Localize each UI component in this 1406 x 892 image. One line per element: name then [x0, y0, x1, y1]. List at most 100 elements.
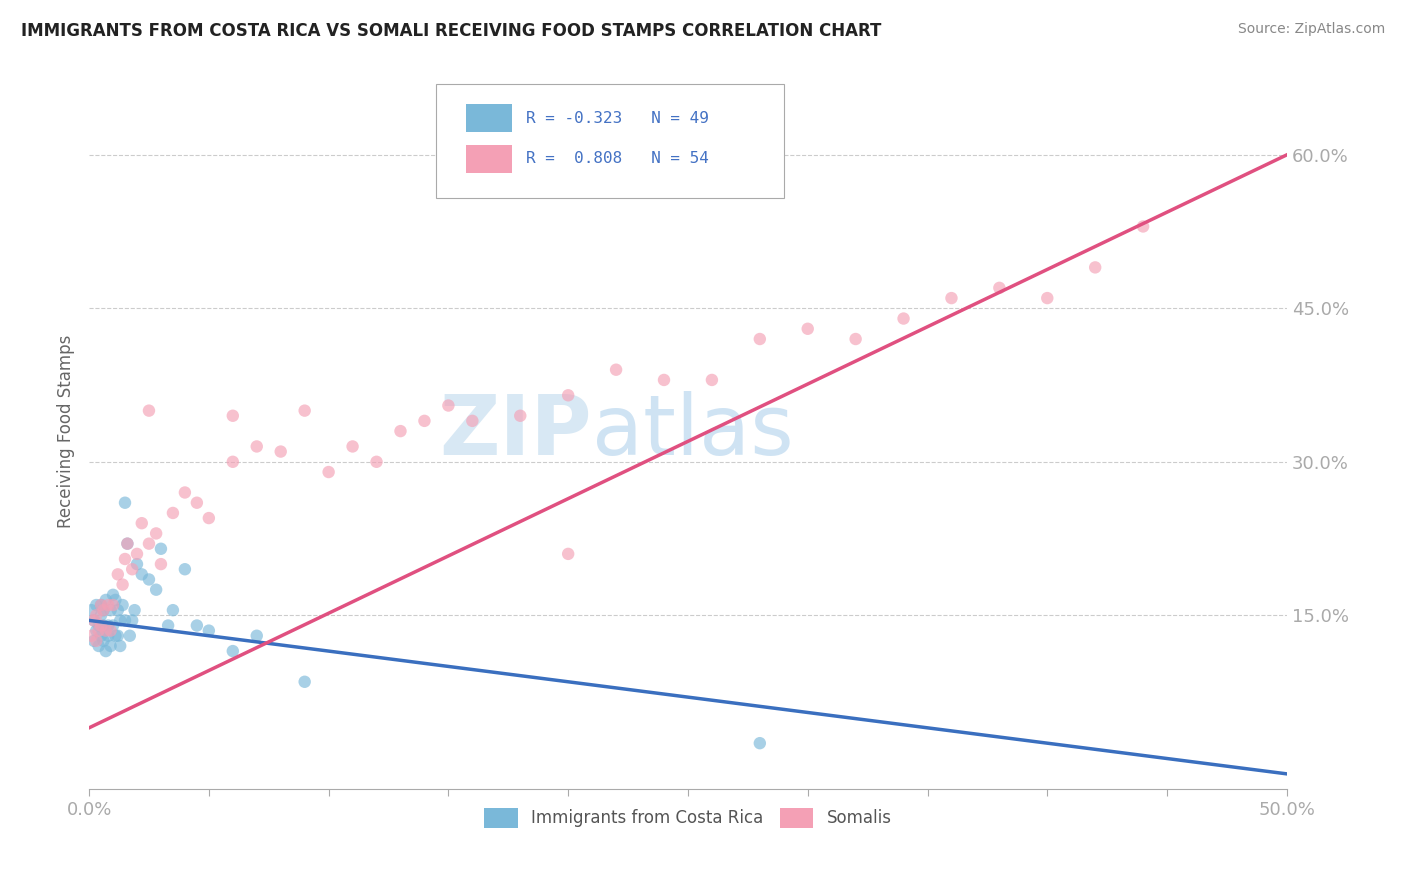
Point: [121, 614, 143, 628]
Point: [198, 624, 221, 638]
Point: [149, 541, 172, 556]
Point: [104, 593, 127, 607]
Point: [121, 562, 143, 576]
Point: [90, 618, 112, 632]
Point: [796, 322, 818, 336]
Point: [84, 608, 107, 623]
Point: [222, 409, 245, 423]
FancyBboxPatch shape: [436, 84, 783, 198]
Point: [157, 618, 180, 632]
Point: [114, 552, 136, 566]
Point: [117, 536, 139, 550]
Point: [605, 362, 627, 376]
Point: [83, 633, 105, 648]
Point: [93, 603, 115, 617]
Point: [389, 424, 412, 438]
Point: [652, 373, 675, 387]
Point: [131, 516, 153, 531]
Point: [80, 629, 103, 643]
Point: [94, 624, 117, 638]
Point: [748, 332, 770, 346]
Point: [104, 629, 127, 643]
Point: [294, 674, 316, 689]
Point: [149, 557, 172, 571]
Legend: Immigrants from Costa Rica, Somalis: Immigrants from Costa Rica, Somalis: [478, 801, 898, 835]
Point: [87, 639, 110, 653]
Point: [108, 639, 131, 653]
Text: IMMIGRANTS FROM COSTA RICA VS SOMALI RECEIVING FOOD STAMPS CORRELATION CHART: IMMIGRANTS FROM COSTA RICA VS SOMALI REC…: [21, 22, 882, 40]
Point: [100, 639, 122, 653]
Point: [101, 598, 124, 612]
Point: [557, 388, 579, 402]
Point: [413, 414, 436, 428]
Point: [101, 588, 124, 602]
FancyBboxPatch shape: [467, 145, 512, 172]
Point: [246, 629, 269, 643]
Text: atlas: atlas: [592, 391, 794, 472]
Point: [124, 603, 146, 617]
Point: [941, 291, 963, 305]
Point: [125, 547, 148, 561]
Point: [748, 736, 770, 750]
Text: R =  0.808   N = 54: R = 0.808 N = 54: [526, 152, 709, 167]
Point: [90, 608, 112, 623]
Point: [145, 526, 167, 541]
Point: [97, 629, 120, 643]
Point: [100, 624, 122, 638]
Point: [988, 281, 1011, 295]
Point: [222, 644, 245, 658]
Point: [97, 618, 120, 632]
Point: [186, 618, 208, 632]
Point: [366, 455, 388, 469]
Point: [174, 485, 197, 500]
Point: [90, 629, 112, 643]
Point: [94, 593, 117, 607]
Point: [131, 567, 153, 582]
Point: [845, 332, 868, 346]
FancyBboxPatch shape: [467, 104, 512, 132]
Point: [87, 624, 110, 638]
Point: [509, 409, 531, 423]
Point: [138, 536, 160, 550]
Point: [94, 644, 117, 658]
Point: [83, 614, 105, 628]
Point: [87, 618, 110, 632]
Y-axis label: Receiving Food Stamps: Receiving Food Stamps: [58, 334, 75, 528]
Point: [186, 496, 208, 510]
Point: [1132, 219, 1154, 234]
Point: [162, 506, 184, 520]
Point: [198, 511, 221, 525]
Point: [138, 573, 160, 587]
Point: [84, 624, 107, 638]
Point: [100, 603, 122, 617]
Point: [93, 633, 115, 648]
Text: ZIP: ZIP: [440, 391, 592, 472]
Point: [1084, 260, 1107, 275]
Point: [461, 414, 484, 428]
Point: [270, 444, 292, 458]
Point: [145, 582, 167, 597]
Point: [318, 465, 340, 479]
Point: [114, 496, 136, 510]
Point: [83, 614, 105, 628]
Point: [893, 311, 915, 326]
Point: [162, 603, 184, 617]
Point: [138, 403, 160, 417]
Point: [93, 603, 115, 617]
Point: [111, 577, 134, 591]
Point: [294, 403, 316, 417]
Point: [1036, 291, 1059, 305]
Point: [94, 624, 117, 638]
Point: [84, 598, 107, 612]
Point: [97, 598, 120, 612]
Point: [84, 633, 107, 648]
Point: [93, 618, 115, 632]
Point: [107, 567, 129, 582]
Point: [108, 614, 131, 628]
Point: [342, 440, 364, 454]
Point: [114, 614, 136, 628]
Point: [174, 562, 197, 576]
Point: [557, 547, 579, 561]
Point: [246, 440, 269, 454]
Point: [107, 629, 129, 643]
